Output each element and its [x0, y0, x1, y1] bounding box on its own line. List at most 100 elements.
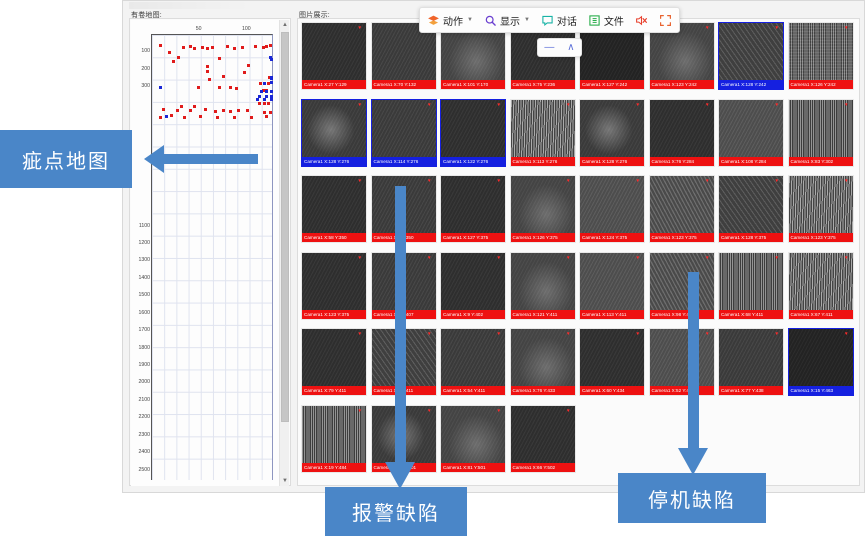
- chevron-up-icon[interactable]: ∧: [567, 41, 575, 53]
- scatter-point: [206, 65, 210, 69]
- defect-image-tile[interactable]: ▾Camera1 X:127 Y:242: [579, 22, 645, 90]
- defect-image-caption: Camera1 X:77 Y:438: [719, 386, 783, 395]
- defect-image-tile[interactable]: ▾ Camera1 X:66 Y:502: [509, 404, 576, 473]
- defect-image-texture: [302, 99, 366, 166]
- toolbar-item-fullscreen[interactable]: [659, 14, 672, 27]
- defect-image-texture: [302, 252, 366, 319]
- defect-image-tile[interactable]: ▾ Camera1 X:113 Y:276: [509, 98, 576, 167]
- defect-image-tile[interactable]: ▾ Camera1 X:128 Y:375: [718, 175, 784, 243]
- toolbar-item-display[interactable]: 显示 ▼: [484, 13, 530, 28]
- chevron-down-icon-action: ▼: [467, 17, 473, 23]
- scrollbar-thumb[interactable]: [281, 32, 289, 422]
- defect-map-scrollbar[interactable]: ▲ ▼: [279, 20, 289, 486]
- defect-image-texture: [441, 23, 505, 89]
- defect-image-tile[interactable]: ▾ Camera1 X:52 Y:434: [648, 328, 715, 396]
- defect-image-tile[interactable]: ▾ Camera1 X:76 Y:433: [509, 328, 576, 396]
- defect-image-tile[interactable]: ▾ Camera1 X:123 Y:242: [648, 22, 715, 90]
- y-tick-label: 2300: [138, 431, 150, 438]
- defect-image-tile[interactable]: ▾ Camera1 X:126 Y:242: [787, 22, 854, 90]
- toolbar-item-dialog[interactable]: 对话: [541, 13, 577, 28]
- minimize-icon[interactable]: —: [544, 41, 555, 53]
- defect-image-tile[interactable]: ▾ Camera1 X:128 Y:276: [301, 98, 367, 167]
- defect-image-texture: [719, 329, 783, 395]
- scroll-up-icon[interactable]: ▲: [282, 22, 288, 28]
- defect-image-tile[interactable]: ▾ Camera1 X:54 Y:411: [440, 328, 506, 396]
- scatter-point: [253, 45, 257, 49]
- defect-image-texture: [649, 329, 714, 395]
- defect-image-tile[interactable]: ▾ Camera1 X:108 Y:284: [718, 98, 784, 167]
- defect-image-tile[interactable]: ▾ Camera1 X:77 Y:438: [718, 328, 784, 396]
- fullscreen-icon: [659, 14, 671, 26]
- defect-image-tile[interactable]: ▾ Camera1 X:67 Y:411: [787, 251, 854, 320]
- defect-image-tile[interactable]: ▾ Camera1 X:114 Y:276: [370, 98, 437, 167]
- defect-image-tile[interactable]: ▾ Camera1 X:123 Y:375: [787, 175, 854, 243]
- defect-image-tile[interactable]: ▾ Camera1 X:9 Y:402: [440, 251, 506, 320]
- scatter-point: [226, 45, 230, 49]
- scatter-point: [176, 56, 180, 60]
- defect-marker-icon: ▾: [358, 331, 361, 337]
- scatter-point: [182, 46, 186, 50]
- defect-marker-icon: ▾: [427, 101, 431, 108]
- toolbar-item-file[interactable]: 文件: [588, 13, 624, 28]
- defect-image-tile[interactable]: ▾ Camera1 X:81 Y:501: [440, 404, 506, 473]
- defect-image-caption: Camera1 X:126 Y:375: [510, 233, 575, 242]
- x-tick-label: 50: [195, 26, 202, 32]
- floating-toolbar[interactable]: 动作 ▼ 显示 ▼ 对话 文件: [419, 7, 680, 33]
- defect-image-tile[interactable]: ▾ Camera1 X:83 Y:302: [787, 98, 854, 167]
- scatter-point: [232, 46, 236, 50]
- defect-image-tile[interactable]: ▾ Camera1 X:76 Y:284: [648, 98, 715, 167]
- defect-map-chart[interactable]: 50 100 100 200 300 1100 1200 1300 1400 1500 1600 1…: [131, 20, 281, 486]
- defect-image-tile[interactable]: ▾ Camera1 X:58 Y:350: [301, 175, 367, 243]
- defect-image-tile[interactable]: ▾ Camera1 X:19 Y:484: [301, 404, 367, 473]
- defect-image-caption: Camera1 X:9 Y:402: [441, 309, 505, 319]
- defect-marker-icon: ▾: [775, 101, 778, 108]
- defect-image-tile[interactable]: ▾ Camera1 X:126 Y:375: [509, 175, 576, 243]
- defect-image-tile[interactable]: ▾Camera1 X:101 Y:170: [440, 22, 506, 90]
- defect-marker-icon: ▾: [636, 101, 639, 108]
- scatter-point: [263, 102, 267, 106]
- defect-image-caption: Camera1 X:76 Y:284: [649, 156, 714, 166]
- defect-image-tile[interactable]: ▾ Camera1 X:27 Y:129: [301, 22, 367, 90]
- scatter-point: [265, 95, 269, 99]
- defect-image-tile[interactable]: ▾ Camera1 X:121 Y:411: [509, 251, 576, 320]
- defect-image-tile[interactable]: ▾ Camera1 X:123 Y:375: [301, 251, 367, 320]
- defect-image-tile[interactable]: ▾ Camera1 X:124 Y:375: [579, 175, 645, 243]
- secondary-toolbar[interactable]: — ∧: [537, 38, 582, 57]
- defect-image-tile[interactable]: ▾ Camera1 X:68 Y:411: [718, 251, 784, 320]
- layers-icon: [428, 15, 439, 25]
- toolbar-label-display: 显示: [499, 16, 520, 28]
- toolbar-item-action[interactable]: 动作 ▼: [427, 13, 473, 28]
- scroll-down-icon[interactable]: ▼: [282, 478, 288, 484]
- defect-image-tile[interactable]: ▾ Camera1 X:123 Y:375: [648, 175, 715, 243]
- defect-marker-icon: ▾: [497, 331, 500, 337]
- defect-image-tile[interactable]: ▾ Camera1 X:113 Y:411: [579, 251, 645, 320]
- defect-image-tile[interactable]: ▾ Camera1 X:60 Y:434: [579, 328, 645, 396]
- scatter-point: [215, 116, 219, 120]
- defect-marker-icon: ▾: [566, 254, 570, 261]
- y-tick-label: 2000: [138, 379, 150, 386]
- y-tick-label: 2400: [138, 449, 150, 456]
- defect-image-tile[interactable]: ▾ Camera1 X:128 Y:276: [579, 98, 645, 167]
- scatter-point: [257, 102, 261, 106]
- defect-image-tile[interactable]: ▾ Camera1 X:15 Y:463: [787, 328, 854, 396]
- scatter-point: [196, 86, 200, 90]
- defect-image-caption: Camera1 X:15 Y:463: [788, 386, 853, 395]
- toolbar-item-mute[interactable]: [635, 14, 648, 27]
- defect-image-tile[interactable]: ▾ Camera1 X:122 Y:276: [440, 98, 506, 167]
- defect-image-tile[interactable]: ▾Camera1 X:70 Y:132: [370, 22, 437, 90]
- defect-image-tile[interactable]: ▾ Camera1 X:127 Y:375: [440, 175, 506, 243]
- defect-image-tile[interactable]: ▾ Camera1 X:98 Y:411: [648, 251, 715, 320]
- scatter-point: [192, 46, 196, 50]
- defect-image-tile[interactable]: ▾ Camera1 X:79 Y:411: [301, 328, 367, 396]
- defect-image-texture: [649, 252, 714, 319]
- defect-marker-icon: ▾: [844, 178, 848, 184]
- scatter-point: [229, 86, 233, 90]
- scatter-point: [269, 44, 273, 48]
- scatter-point: [234, 87, 238, 91]
- scatter-point: [270, 98, 273, 102]
- defect-image-tile[interactable]: ▾ Camera1 X:128 Y:242: [718, 22, 784, 90]
- y-tick-label: 2200: [138, 414, 150, 421]
- defect-image-caption: Camera1 X:68 Y:411: [719, 309, 783, 319]
- defect-image-caption: Camera1 X:126 Y:242: [788, 80, 853, 89]
- scatter-point: [255, 98, 259, 102]
